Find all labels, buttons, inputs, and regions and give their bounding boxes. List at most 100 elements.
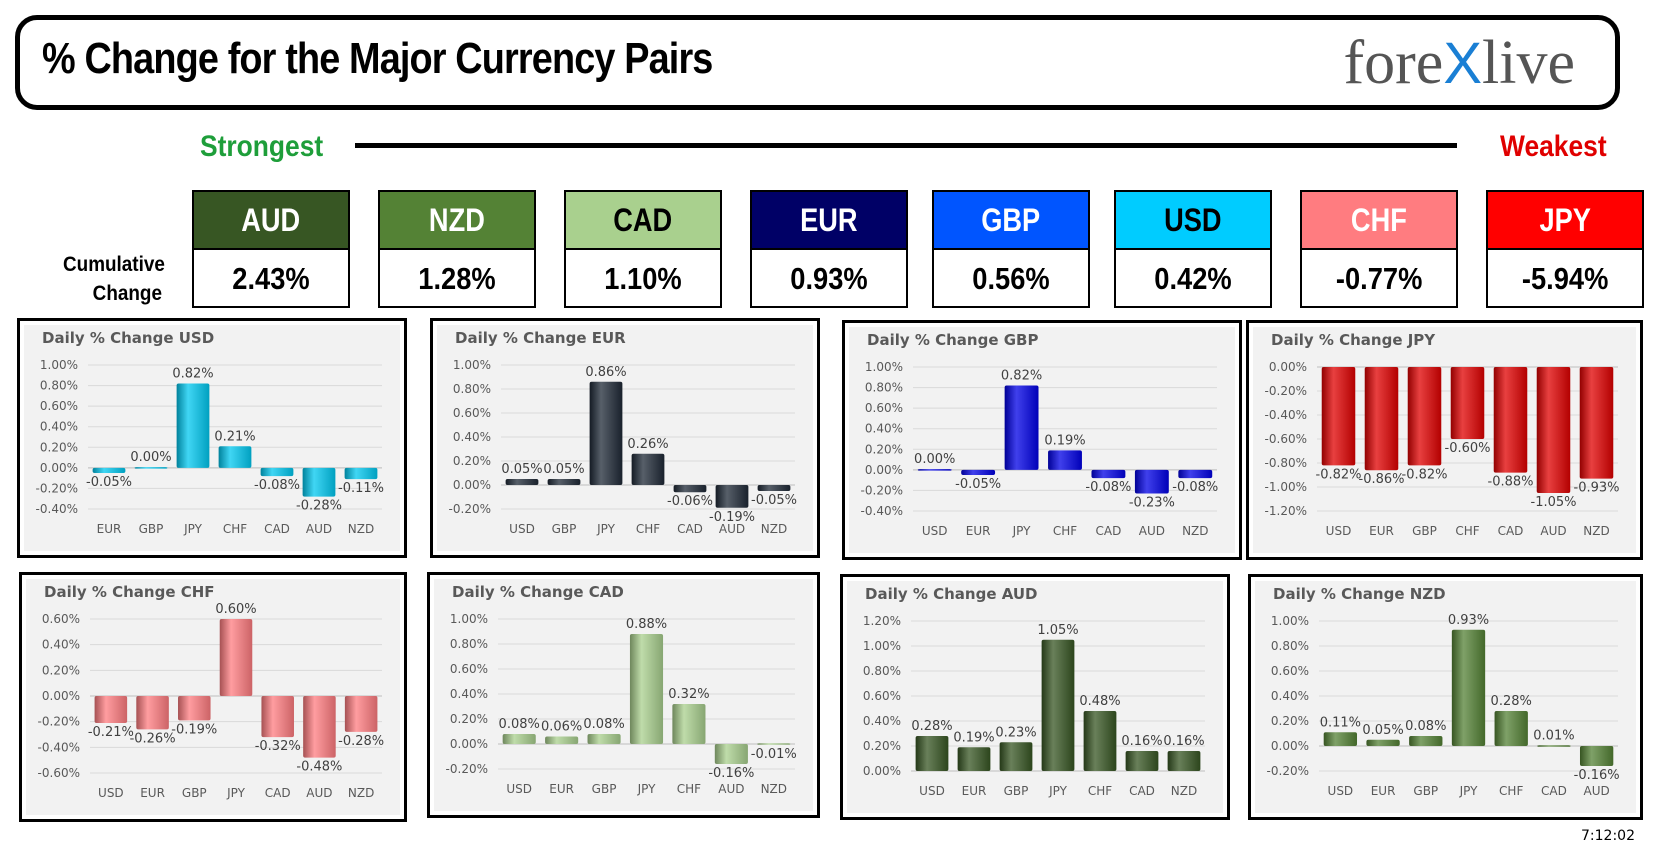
x-tick-label: CHF bbox=[1053, 524, 1077, 538]
y-tick-label: 0.00% bbox=[453, 478, 491, 492]
data-label: -0.06% bbox=[667, 494, 713, 509]
data-label: 0.32% bbox=[668, 687, 709, 702]
bar-nzd bbox=[344, 696, 378, 732]
currency-box-aud: AUD 2.43% bbox=[192, 190, 350, 308]
bar-gbp bbox=[547, 479, 581, 485]
currency-code: EUR bbox=[752, 192, 906, 250]
data-label: -0.19% bbox=[171, 722, 217, 737]
bar-eur bbox=[961, 469, 996, 475]
x-tick-label: NZD bbox=[761, 782, 787, 796]
x-tick-label: CHF bbox=[636, 522, 660, 536]
data-label: -0.08% bbox=[1085, 480, 1131, 495]
data-label: 0.00% bbox=[130, 450, 171, 465]
x-tick-label: JPY bbox=[596, 522, 616, 536]
strongest-label: Strongest bbox=[200, 130, 324, 163]
data-label: 0.16% bbox=[1163, 734, 1204, 749]
data-label: -0.28% bbox=[338, 734, 384, 749]
chart-eur: 1.00% 0.80% 0.60% 0.40% 0.20% 0.00% -0.20% 0.05… bbox=[449, 358, 797, 536]
x-tick-label: GBP bbox=[139, 522, 164, 536]
y-tick-label: 0.60% bbox=[42, 612, 80, 626]
y-tick-label: 0.00% bbox=[1271, 739, 1309, 753]
data-label: -0.16% bbox=[1574, 768, 1620, 783]
bar-cad bbox=[1125, 751, 1159, 771]
bar-nzd bbox=[344, 467, 378, 480]
bar-eur bbox=[136, 696, 169, 730]
x-tick-label: CAD bbox=[1498, 524, 1524, 538]
bar-aud bbox=[1579, 746, 1614, 766]
data-label: -0.08% bbox=[1172, 480, 1218, 495]
data-label: 0.01% bbox=[1533, 728, 1574, 743]
chart-panel-gbp: Daily % Change GBP 1.00% 0.80% 0.60% 0.40% 0… bbox=[842, 320, 1242, 560]
chart-title: Daily % Change USD bbox=[42, 329, 215, 347]
chart-gbp: 1.00% 0.80% 0.60% 0.40% 0.20% 0.00% -0.20% -0.4… bbox=[861, 360, 1219, 538]
y-tick-label: -0.20% bbox=[449, 502, 491, 516]
currency-code: JPY bbox=[1488, 192, 1642, 250]
bar-chf bbox=[1083, 711, 1117, 771]
y-tick-label: -0.60% bbox=[38, 766, 80, 780]
data-label: 0.88% bbox=[626, 617, 667, 632]
y-tick-label: 0.20% bbox=[40, 440, 78, 454]
data-label: 0.28% bbox=[911, 719, 952, 734]
data-label: 0.86% bbox=[585, 365, 626, 380]
bar-nzd bbox=[1167, 751, 1201, 771]
currency-value: -5.94% bbox=[1521, 261, 1609, 296]
x-tick-label: AUD bbox=[306, 522, 332, 536]
x-tick-label: USD bbox=[509, 522, 535, 536]
bar-aud bbox=[714, 744, 748, 764]
data-label: 0.05% bbox=[501, 462, 542, 477]
currency-value: 2.43% bbox=[232, 261, 310, 296]
weakest-label: Weakest bbox=[1500, 130, 1607, 163]
bar-usd bbox=[94, 696, 128, 723]
currency-code: CAD bbox=[566, 192, 720, 250]
y-tick-label: 0.00% bbox=[450, 737, 488, 751]
x-tick-label: GBP bbox=[1413, 784, 1438, 798]
bar-gbp bbox=[587, 734, 621, 744]
chart-cad: 1.00% 0.80% 0.60% 0.40% 0.20% 0.00% -0.20% 0.08… bbox=[446, 612, 797, 796]
data-label: 0.19% bbox=[953, 730, 994, 745]
bar-cad bbox=[1091, 469, 1126, 479]
data-label: -0.11% bbox=[338, 481, 384, 496]
y-tick-label: 0.60% bbox=[1271, 664, 1309, 678]
bar-cad bbox=[1537, 745, 1571, 747]
x-tick-label: JPY bbox=[226, 786, 246, 800]
x-tick-label: USD bbox=[922, 524, 948, 538]
y-tick-label: 0.00% bbox=[865, 463, 903, 477]
y-tick-label: 0.20% bbox=[450, 712, 488, 726]
x-tick-label: NZD bbox=[1182, 524, 1208, 538]
y-tick-label: 0.80% bbox=[450, 637, 488, 651]
data-label: -0.32% bbox=[255, 739, 301, 754]
y-tick-label: 0.80% bbox=[865, 381, 903, 395]
y-tick-label: -0.20% bbox=[1267, 764, 1309, 778]
x-tick-label: NZD bbox=[348, 786, 374, 800]
logo-x-mark: X bbox=[1443, 31, 1483, 96]
bar-gbp bbox=[1407, 367, 1442, 466]
bar-usd bbox=[915, 736, 949, 771]
chart-usd: 1.00% 0.80% 0.60% 0.40% 0.20% 0.00% -0.20% -0.4… bbox=[36, 358, 384, 536]
y-tick-label: 0.40% bbox=[40, 420, 78, 434]
x-tick-label: JPY bbox=[637, 782, 657, 796]
data-label: -0.16% bbox=[708, 766, 754, 781]
data-label: -0.28% bbox=[296, 499, 342, 514]
currency-box-gbp: GBP 0.56% bbox=[932, 190, 1090, 308]
x-tick-label: CHF bbox=[677, 782, 701, 796]
x-tick-label: JPY bbox=[1012, 524, 1032, 538]
data-label: -0.88% bbox=[1488, 475, 1534, 490]
y-tick-label: -0.40% bbox=[38, 740, 80, 754]
x-tick-label: GBP bbox=[592, 782, 617, 796]
logo-text-left: fore bbox=[1343, 29, 1444, 97]
y-tick-label: 1.00% bbox=[1271, 614, 1309, 628]
chart-jpy: 0.00% -0.20% -0.40% -0.60% -0.80% -1.00% -1.20… bbox=[1265, 360, 1620, 538]
x-tick-label: GBP bbox=[1004, 784, 1029, 798]
x-tick-label: GBP bbox=[552, 522, 577, 536]
bar-chf bbox=[1494, 711, 1528, 746]
bar-eur bbox=[1364, 367, 1399, 471]
x-tick-label: AUD bbox=[1540, 524, 1566, 538]
data-label: 0.23% bbox=[995, 725, 1036, 740]
bar-chf bbox=[218, 446, 252, 468]
currency-box-chf: CHF -0.77% bbox=[1300, 190, 1458, 308]
y-tick-label: 0.80% bbox=[1271, 639, 1309, 653]
bar-chf bbox=[1048, 450, 1082, 470]
data-label: 0.08% bbox=[499, 717, 540, 732]
y-tick-label: 0.00% bbox=[1269, 360, 1307, 374]
y-tick-label: -0.20% bbox=[36, 481, 78, 495]
